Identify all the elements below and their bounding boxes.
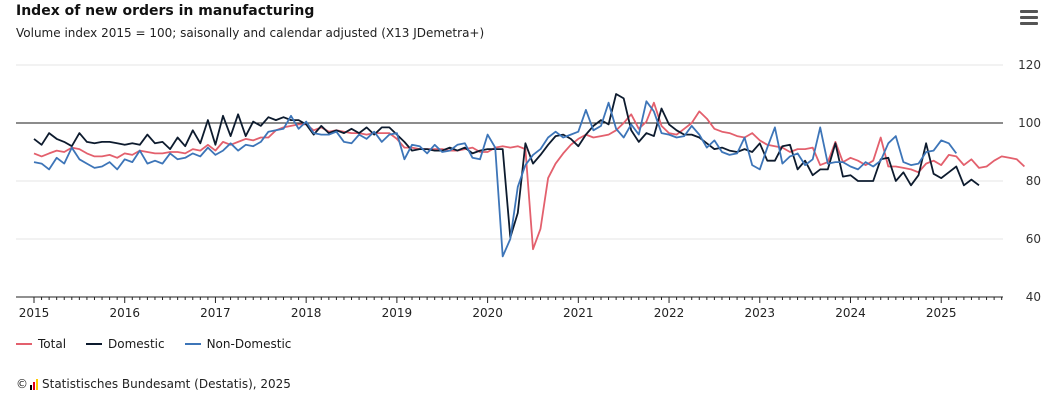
x-tick-label-2025: 2025 — [926, 306, 957, 320]
legend-item-domestic[interactable]: Domestic — [86, 337, 165, 351]
chart-legend: Total Domestic Non-Domestic — [16, 337, 311, 351]
x-tick-label-2017: 2017 — [200, 306, 231, 320]
y-tick-label-80: 80 — [1026, 174, 1041, 188]
destatis-logo-icon — [30, 378, 38, 390]
series-line-total — [33, 101, 1026, 251]
legend-label-domestic: Domestic — [108, 337, 165, 351]
chart-title: Index of new orders in manufacturing — [16, 3, 315, 19]
legend-swatch-total — [16, 343, 32, 345]
x-tick-label-2016: 2016 — [109, 306, 140, 320]
legend-label-non-domestic: Non-Domestic — [206, 337, 292, 351]
x-tick-label-2022: 2022 — [654, 306, 685, 320]
x-tick-label-2023: 2023 — [744, 306, 775, 320]
series-line-non-domestic — [33, 100, 958, 258]
x-tick-label-2018: 2018 — [291, 306, 322, 320]
x-tick-label-2024: 2024 — [835, 306, 866, 320]
legend-swatch-non-domestic — [184, 343, 201, 345]
x-tick-label-2015: 2015 — [19, 306, 50, 320]
series-line-domestic — [33, 93, 980, 239]
line-chart: 40 60 80 100 120 2015 2016 2017 2018 2019 2020 2021… — [16, 58, 1041, 320]
x-tick-label-2020: 2020 — [472, 306, 503, 320]
legend-item-non-domestic[interactable]: Non-Domestic — [184, 337, 292, 351]
y-tick-label-60: 60 — [1026, 232, 1041, 246]
hamburger-menu-icon[interactable] — [1017, 8, 1041, 28]
source-text: Statistisches Bundesamt (Destatis), 2025 — [42, 377, 291, 391]
y-tick-label-100: 100 — [1018, 116, 1041, 130]
legend-swatch-domestic — [86, 343, 103, 345]
x-tick-label-2019: 2019 — [382, 306, 413, 320]
y-tick-label-120: 120 — [1018, 58, 1041, 72]
legend-item-total[interactable]: Total — [16, 337, 66, 351]
legend-label-total: Total — [38, 337, 67, 351]
x-tick-label-2021: 2021 — [563, 306, 594, 320]
copyright-symbol: © — [16, 377, 28, 391]
chart-subtitle: Volume index 2015 = 100; saisonally and … — [16, 26, 485, 40]
source-credit: © Statistisches Bundesamt (Destatis), 20… — [16, 377, 291, 391]
y-tick-label-40: 40 — [1026, 290, 1041, 304]
